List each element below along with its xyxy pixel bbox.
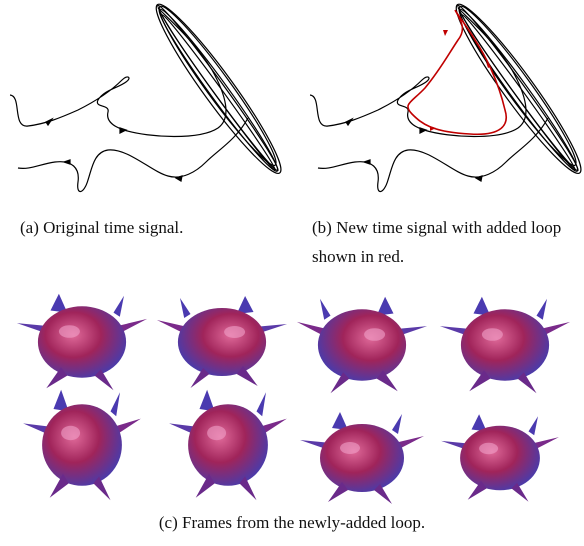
signal-curve [310, 0, 584, 192]
figure-caption: (c) Frames from the newly-added loop. [0, 508, 584, 537]
figure-graphics [0, 0, 584, 546]
signal-curve [10, 0, 292, 192]
added-loop [408, 10, 506, 134]
figure: (a) Original time signal. (b) New time s… [0, 0, 584, 546]
subfigure-caption: (b) New time signal with added loop show… [312, 213, 582, 271]
subfigure-caption: (a) Original time signal. [20, 213, 290, 242]
frames [17, 294, 570, 504]
